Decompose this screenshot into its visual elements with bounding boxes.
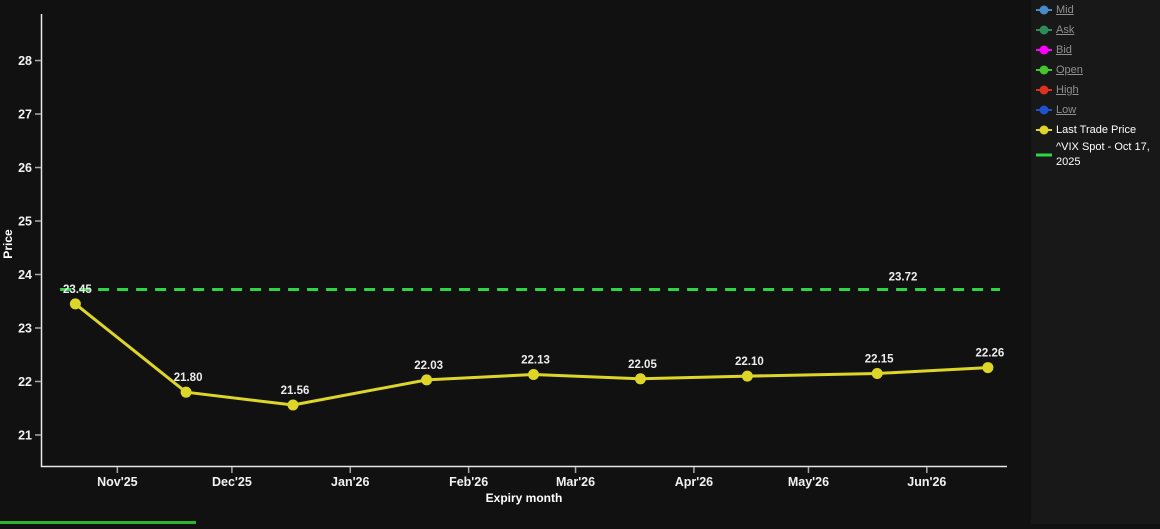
- y-tick-label: 28: [18, 54, 32, 68]
- legend-item-label: Mid: [1056, 3, 1074, 16]
- series-marker-icon: [1036, 65, 1052, 75]
- data-point-label: 22.13: [521, 355, 550, 367]
- legend-item-label: Open: [1056, 63, 1083, 76]
- data-point-label: 21.56: [281, 385, 310, 397]
- y-tick-label: 23: [18, 321, 32, 335]
- series-marker-icon: [1036, 5, 1052, 15]
- x-tick-label: Apr'26: [675, 475, 713, 489]
- series-marker-icon: [1036, 125, 1052, 135]
- reference-line-icon: [1036, 153, 1052, 157]
- x-tick-label: Jan'26: [331, 475, 369, 489]
- series-marker-icon: [1036, 105, 1052, 115]
- legend-panel: [1031, 0, 1160, 524]
- price-term-structure-chart: 21 22 23 24 25 26 27 28 Nov'25 Dec'25 Jan'26 Feb'26…: [18, 14, 1007, 489]
- x-tick-label: Feb'26: [449, 475, 488, 489]
- legend-item-label: Bid: [1056, 43, 1072, 56]
- legend-item-last-trade-price[interactable]: Last Trade Price: [1036, 120, 1158, 140]
- vix-spot-value-label: 23.72: [889, 271, 918, 283]
- legend-item-bid[interactable]: Bid: [1036, 40, 1158, 60]
- y-tick-label: 21: [18, 428, 32, 442]
- legend-item-ask[interactable]: Ask: [1036, 20, 1158, 40]
- legend-item-mid[interactable]: Mid: [1036, 0, 1158, 20]
- legend-item-high[interactable]: High: [1036, 80, 1158, 100]
- y-tick-label: 27: [18, 108, 32, 122]
- x-axis-title: Expiry month: [485, 491, 563, 505]
- y-tick-label: 26: [18, 161, 32, 175]
- data-point[interactable]: [180, 386, 192, 398]
- series-marker-icon: [1036, 25, 1052, 35]
- x-tick-label: Mar'26: [556, 475, 595, 489]
- data-point-label: 22.05: [628, 359, 657, 371]
- y-tick-label: 22: [18, 375, 32, 389]
- axis-lines: [40, 14, 1007, 468]
- data-point[interactable]: [287, 399, 299, 411]
- data-point[interactable]: [982, 362, 994, 374]
- legend-item-label: High: [1056, 83, 1079, 96]
- data-point[interactable]: [871, 367, 883, 379]
- bottom-green-bar: [0, 521, 196, 524]
- data-point[interactable]: [741, 370, 753, 382]
- data-point-label: 22.10: [735, 356, 764, 368]
- data-point-label: 22.26: [976, 348, 1005, 360]
- y-axis-title: Price: [1, 229, 15, 259]
- data-point[interactable]: [528, 369, 540, 381]
- y-tick-label: 24: [18, 268, 32, 282]
- legend-item-label: ^VIX Spot - Oct 17, 2025: [1056, 141, 1150, 168]
- legend-item-vix-spot-oct-17-2025[interactable]: ^VIX Spot - Oct 17, 2025: [1036, 140, 1158, 170]
- data-point[interactable]: [421, 374, 433, 386]
- x-tick-label: Dec'25: [212, 475, 252, 489]
- data-point-label: 23.45: [63, 284, 92, 296]
- legend-item-low[interactable]: Low: [1036, 100, 1158, 120]
- series-marker-icon: [1036, 45, 1052, 55]
- data-point[interactable]: [634, 373, 646, 385]
- legend: Mid Ask Bid Open High Low Last Trade Price ^VIX…: [1036, 0, 1158, 170]
- y-tick-label: 25: [18, 215, 32, 229]
- data-point-label: 21.80: [174, 372, 203, 384]
- series-marker-icon: [1036, 85, 1052, 95]
- x-tick-label: Nov'25: [97, 475, 138, 489]
- data-point-label: 22.03: [414, 360, 443, 372]
- legend-item-open[interactable]: Open: [1036, 60, 1158, 80]
- data-point-label: 22.15: [865, 353, 894, 365]
- x-tick-label: May'26: [788, 475, 829, 489]
- legend-item-label: Last Trade Price: [1056, 123, 1137, 136]
- legend-item-label: Ask: [1056, 23, 1075, 36]
- data-point[interactable]: [69, 298, 81, 310]
- legend-item-label: Low: [1056, 103, 1077, 116]
- x-tick-label: Jun'26: [907, 475, 946, 489]
